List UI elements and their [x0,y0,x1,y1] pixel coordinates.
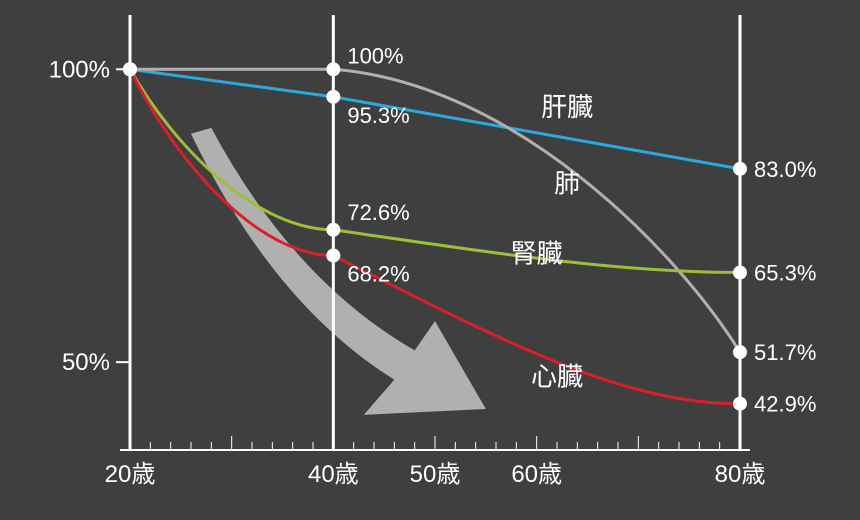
series-name-liver: 肝臓 [541,92,593,122]
marker-heart-40 [326,249,340,263]
marker-lung-40 [326,62,340,76]
value-label-lung-80: 51.7% [754,340,816,365]
marker-lung-80 [733,345,747,359]
x-label-60: 60歳 [511,461,562,488]
x-label-80: 80歳 [715,461,766,488]
value-label-liver-40: 95.3% [347,103,409,128]
y-label-100: 100% [49,56,110,83]
value-label-liver-80: 83.0% [754,157,816,182]
organ-function-decline-chart: 20歳 40歳 50歳 60歳 80歳 100% 50% 95.3% 83.0% 肝臓 100% 51… [0,0,860,520]
marker-kidney-40 [326,223,340,237]
series-name-lung: 肺 [554,168,580,198]
series-name-heart: 心臓 [531,362,583,392]
value-label-lung-40: 100% [347,43,403,68]
x-label-20: 20歳 [105,461,156,488]
value-label-heart-40: 68.2% [347,262,409,287]
x-label-50: 50歳 [410,461,461,488]
marker-heart-80 [733,397,747,411]
x-label-40: 40歳 [308,461,359,488]
value-label-heart-80: 42.9% [754,392,816,417]
marker-kidney-80 [733,266,747,280]
marker-liver-40 [326,90,340,104]
series-name-kidney: 腎臓 [511,239,563,269]
value-label-kidney-80: 65.3% [754,261,816,286]
marker-liver-80 [733,162,747,176]
y-label-50: 50% [62,349,110,376]
value-label-kidney-40: 72.6% [347,200,409,225]
marker-heart-20 [123,62,137,76]
